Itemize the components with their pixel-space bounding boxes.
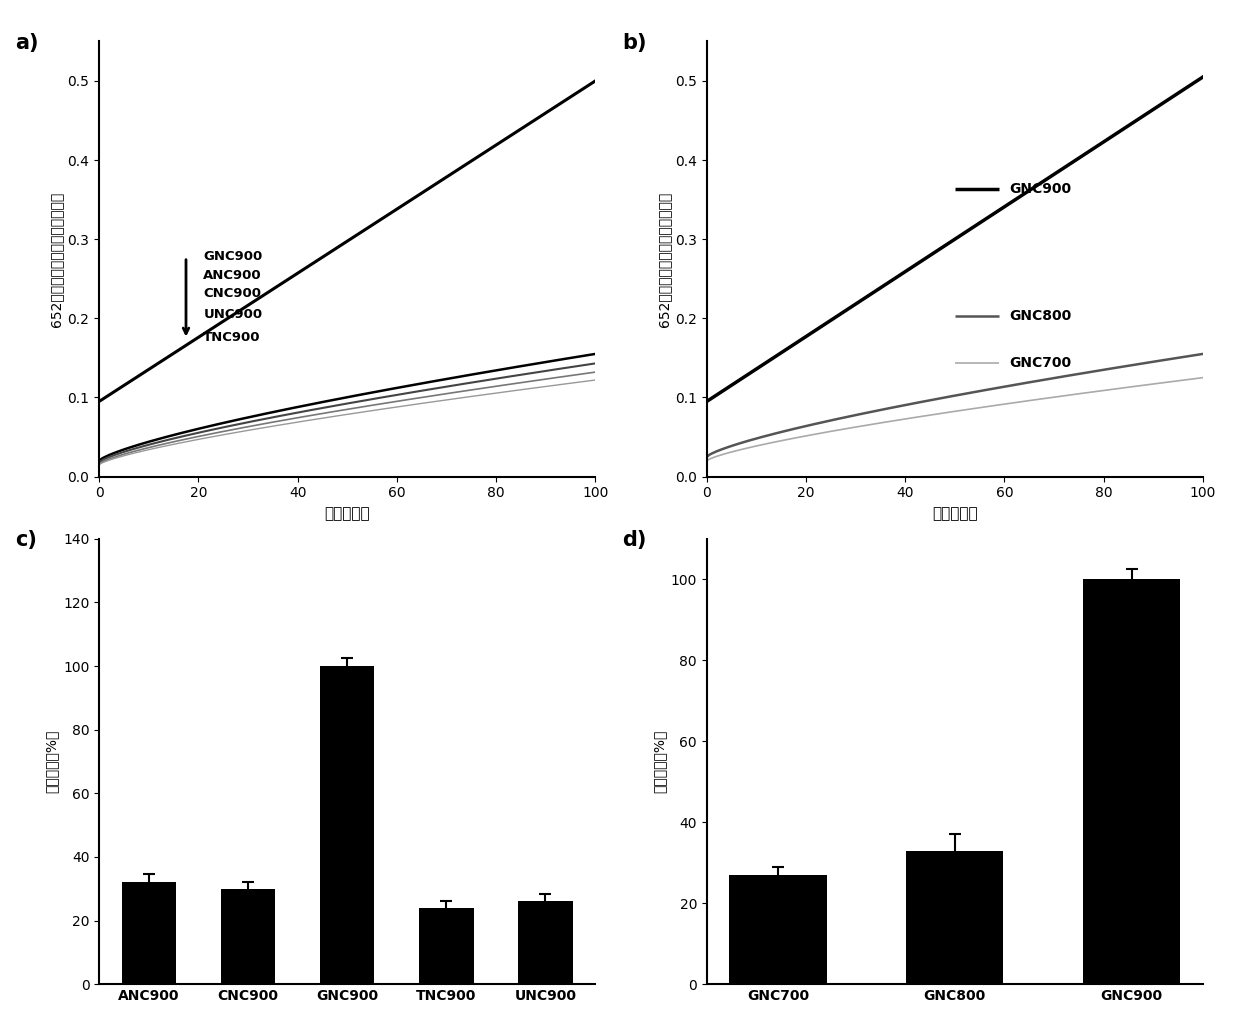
Bar	[1083, 579, 1180, 984]
Bar	[320, 666, 374, 984]
Bar	[419, 908, 474, 984]
Y-axis label: 652纳米处吸光强度（任意单位）: 652纳米处吸光强度（任意单位）	[50, 192, 63, 326]
Bar	[906, 851, 1003, 984]
Text: b): b)	[622, 33, 647, 53]
Bar	[729, 874, 827, 984]
Text: a): a)	[15, 33, 38, 53]
Y-axis label: 相对活性（%）: 相对活性（%）	[652, 729, 667, 794]
Text: CNC900: CNC900	[203, 287, 262, 300]
X-axis label: 时间（秒）: 时间（秒）	[325, 506, 370, 521]
Text: c): c)	[15, 529, 37, 550]
Y-axis label: 相对活性（%）: 相对活性（%）	[45, 729, 60, 794]
Bar	[122, 883, 176, 984]
Bar	[221, 889, 275, 984]
Text: GNC700: GNC700	[1009, 356, 1071, 371]
Text: ANC900: ANC900	[203, 269, 262, 282]
Text: d): d)	[622, 529, 647, 550]
Y-axis label: 652纳米处吸光强度（任意单位）: 652纳米处吸光强度（任意单位）	[657, 192, 671, 326]
Bar	[518, 901, 573, 984]
Text: GNC900: GNC900	[1009, 182, 1071, 197]
X-axis label: 时间（秒）: 时间（秒）	[932, 506, 977, 521]
Text: GNC800: GNC800	[1009, 309, 1071, 322]
Text: TNC900: TNC900	[203, 330, 260, 344]
Text: GNC900: GNC900	[203, 251, 263, 263]
Text: UNC900: UNC900	[203, 308, 263, 321]
